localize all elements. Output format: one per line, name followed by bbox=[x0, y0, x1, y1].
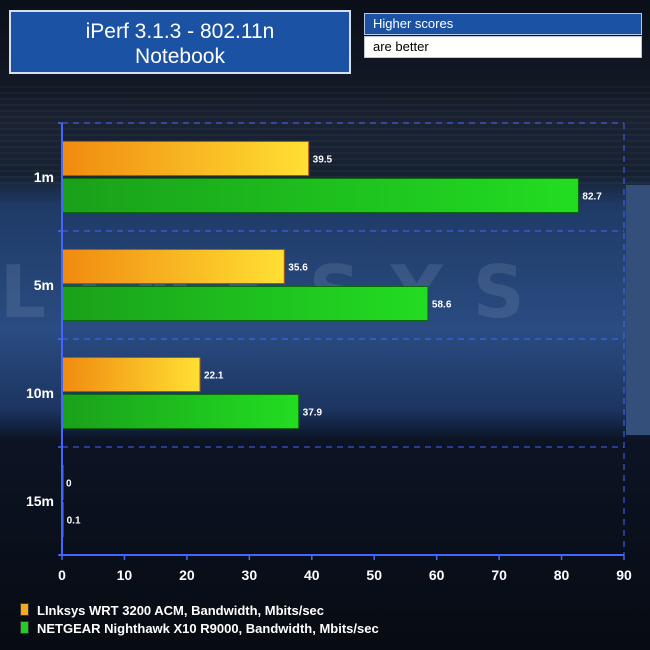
chart-title-line1: iPerf 3.1.3 - 802.11n bbox=[85, 20, 275, 43]
x-tick-label-20: 20 bbox=[179, 567, 195, 583]
data-labels: 39.5 82.7 35.6 58.6 22.1 37.9 0 0.1 bbox=[66, 155, 602, 527]
chart-title-line2: Notebook bbox=[135, 45, 225, 68]
bar-linksys-10m bbox=[61, 357, 201, 392]
x-tick-label-90: 90 bbox=[616, 567, 632, 583]
note-higher-scores: Higher scores bbox=[364, 13, 642, 35]
data-label-linksys-1m: 39.5 bbox=[313, 155, 333, 166]
background-panel bbox=[626, 185, 650, 435]
bar-netgear-10m bbox=[61, 394, 300, 429]
data-label-linksys-10m: 22.1 bbox=[204, 371, 224, 382]
data-label-netgear-15m: 0.1 bbox=[67, 516, 81, 527]
bars bbox=[61, 141, 579, 537]
x-tick-label-30: 30 bbox=[242, 567, 258, 583]
x-tick-label-40: 40 bbox=[304, 567, 320, 583]
x-tick-label-50: 50 bbox=[366, 567, 382, 583]
bar-netgear-5m bbox=[61, 286, 429, 321]
note-are-better: are better bbox=[364, 36, 642, 58]
legend-label-netgear: NETGEAR Nighthawk X10 R9000, Bandwidth, … bbox=[37, 621, 379, 636]
category-label-1m: 1m bbox=[34, 169, 54, 185]
bar-linksys-5m bbox=[61, 249, 285, 284]
legend-item-linksys: LInksys WRT 3200 ACM, Bandwidth, Mbits/s… bbox=[20, 603, 324, 619]
gridlines bbox=[62, 122, 625, 555]
legend-item-netgear: NETGEAR Nighthawk X10 R9000, Bandwidth, … bbox=[20, 621, 379, 637]
x-tick-label-10: 10 bbox=[117, 567, 133, 583]
data-label-netgear-10m: 37.9 bbox=[303, 408, 323, 419]
legend-swatch-orange bbox=[20, 603, 29, 616]
legend-label-linksys: LInksys WRT 3200 ACM, Bandwidth, Mbits/s… bbox=[37, 603, 325, 618]
data-label-linksys-15m: 0 bbox=[66, 479, 72, 490]
data-label-netgear-1m: 82.7 bbox=[582, 192, 602, 203]
x-tick-label-70: 70 bbox=[491, 567, 507, 583]
bar-netgear-1m bbox=[61, 178, 579, 213]
category-label-5m: 5m bbox=[34, 277, 54, 293]
bar-linksys-1m bbox=[61, 141, 310, 176]
legend-swatch-green bbox=[20, 621, 29, 634]
category-label-15m: 15m bbox=[26, 493, 54, 509]
x-tick-label-60: 60 bbox=[429, 567, 445, 583]
chart-title: iPerf 3.1.3 - 802.11n Notebook bbox=[9, 10, 351, 74]
x-tick-label-80: 80 bbox=[554, 567, 570, 583]
category-label-10m: 10m bbox=[26, 385, 54, 401]
data-label-linksys-5m: 35.6 bbox=[288, 263, 308, 274]
data-label-netgear-5m: 58.6 bbox=[432, 300, 452, 311]
axes: 1m 5m 10m 15m 0 10 20 30 40 50 60 70 80 90 bbox=[26, 122, 632, 583]
x-tick-label-0: 0 bbox=[58, 567, 66, 583]
